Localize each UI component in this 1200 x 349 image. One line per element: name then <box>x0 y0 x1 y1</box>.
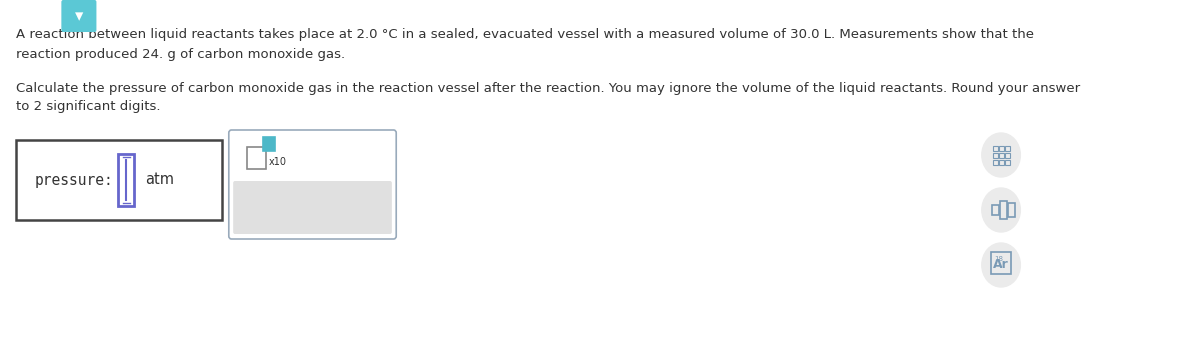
Text: A reaction between liquid reactants takes place at 2.0 °C in a sealed, evacuated: A reaction between liquid reactants take… <box>16 28 1033 41</box>
Text: reaction produced 24. g of carbon monoxide gas.: reaction produced 24. g of carbon monoxi… <box>16 48 344 61</box>
FancyBboxPatch shape <box>16 140 222 220</box>
Text: ▾: ▾ <box>74 7 83 25</box>
FancyBboxPatch shape <box>61 0 96 32</box>
FancyBboxPatch shape <box>247 147 266 169</box>
Circle shape <box>982 133 1020 177</box>
Text: ×: × <box>257 199 272 216</box>
Circle shape <box>982 243 1020 287</box>
Text: Ar: Ar <box>994 259 1009 272</box>
FancyBboxPatch shape <box>233 181 392 234</box>
Circle shape <box>982 188 1020 232</box>
Text: atm: atm <box>145 172 174 187</box>
Text: ↺: ↺ <box>305 199 319 216</box>
Text: ?: ? <box>355 199 365 216</box>
Text: Calculate the pressure of carbon monoxide gas in the reaction vessel after the r: Calculate the pressure of carbon monoxid… <box>16 82 1080 95</box>
FancyBboxPatch shape <box>119 154 134 206</box>
Text: x10: x10 <box>269 157 287 167</box>
Text: 18: 18 <box>994 256 1003 262</box>
FancyBboxPatch shape <box>263 137 275 151</box>
Text: pressure:: pressure: <box>35 172 114 187</box>
FancyBboxPatch shape <box>229 130 396 239</box>
Text: to 2 significant digits.: to 2 significant digits. <box>16 100 161 113</box>
